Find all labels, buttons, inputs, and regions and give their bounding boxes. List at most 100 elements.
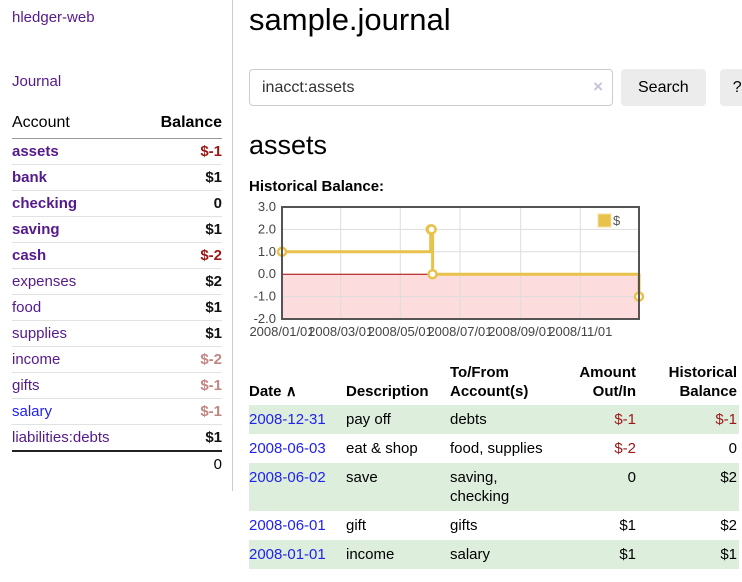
- account-row: gifts $-1: [12, 372, 222, 399]
- date-column-header: Date ∧: [249, 361, 346, 405]
- legend-label: $: [613, 213, 621, 228]
- description-cell: gift: [346, 517, 367, 534]
- search-form: × Search ?: [249, 69, 742, 106]
- sidebar-account-link-gifts[interactable]: gifts: [12, 377, 40, 394]
- balance-cell: $2: [720, 469, 737, 486]
- amount-cell: $-1: [614, 411, 636, 428]
- date-cell: 2008-06-03: [249, 434, 346, 463]
- account-balance: $-1: [140, 138, 222, 165]
- transaction-date-link[interactable]: 2008-06-02: [249, 469, 326, 486]
- transaction-row: 2008-01-01 income salary $1 $1: [249, 540, 739, 569]
- account-row: assets $-1: [12, 138, 222, 165]
- sidebar-account-link-checking[interactable]: checking: [12, 195, 78, 212]
- transaction-date-link[interactable]: 2008-01-01: [249, 546, 326, 563]
- app-layout: hledger-web Journal Account Balance asse…: [0, 0, 742, 569]
- app-title-link[interactable]: hledger-web: [12, 9, 95, 26]
- amount-cell: $1: [619, 517, 636, 534]
- sidebar-account-link-salary[interactable]: salary: [12, 403, 53, 420]
- balance-cell: 0: [728, 440, 737, 457]
- account-balance: $1: [140, 294, 222, 321]
- account-row: cash $-2: [12, 242, 222, 269]
- sidebar-account-link-income[interactable]: income: [12, 351, 61, 368]
- sidebar: hledger-web Journal Account Balance asse…: [0, 0, 233, 491]
- y-tick-label: 2.0: [258, 221, 276, 236]
- data-point-marker: [427, 268, 438, 280]
- account-row: income $-2: [12, 346, 222, 373]
- account-balance: $1: [140, 320, 222, 347]
- account-heading: assets: [249, 130, 328, 160]
- total-balance: 0: [140, 450, 222, 477]
- y-tick-label: 3.0: [258, 199, 276, 214]
- accounts-cell: food, supplies: [450, 440, 543, 457]
- account-balance: $2: [140, 268, 222, 295]
- y-tick-label: -2.0: [254, 311, 276, 326]
- account-row: supplies $1: [12, 320, 222, 347]
- chart-title: Historical Balance:: [249, 178, 385, 195]
- search-box: ×: [249, 69, 613, 106]
- date-cell: 2008-12-31: [249, 405, 346, 434]
- accounts-cell: debts: [450, 411, 487, 428]
- transaction-date-link[interactable]: 2008-06-01: [249, 517, 326, 534]
- transactions-table: Date ∧ Description To/From Account(s) Am…: [249, 361, 739, 569]
- account-balance: $1: [140, 424, 222, 452]
- date-cell: 2008-01-01: [249, 540, 346, 569]
- transaction-row: 2008-12-31 pay off debts $-1 $-1: [249, 405, 739, 434]
- transaction-row: 2008-06-01 gift gifts $1 $2: [249, 511, 739, 540]
- sort-ascending-icon: ∧: [285, 383, 297, 400]
- sidebar-account-link-saving[interactable]: saving: [12, 221, 60, 238]
- account-balance: $-1: [140, 372, 222, 399]
- accounts-total-row: 0: [12, 450, 222, 477]
- x-tick-label: 2008/03/01: [308, 324, 373, 339]
- transaction-date-link[interactable]: 2008-12-31: [249, 411, 326, 428]
- account-row: liabilities:debts $1: [12, 424, 222, 452]
- amount-cell: $1: [619, 546, 636, 563]
- account-balance: 0: [140, 190, 222, 217]
- sidebar-account-link-expenses[interactable]: expenses: [12, 273, 77, 290]
- date-cell: 2008-06-01: [249, 511, 346, 540]
- sidebar-account-link-cash[interactable]: cash: [12, 247, 47, 264]
- x-tick-label: 2008/11/01: [548, 324, 612, 339]
- balance-cell: $-1: [715, 411, 737, 428]
- legend-swatch: [597, 213, 612, 228]
- account-row: food $1: [12, 294, 222, 321]
- amount-column-header: Amount Out/In: [579, 364, 636, 400]
- sidebar-account-link-assets[interactable]: assets: [12, 143, 59, 160]
- account-balance: $1: [140, 216, 222, 243]
- amount-cell: 0: [627, 469, 636, 486]
- x-tick-label: 2008/07/01: [427, 324, 492, 339]
- search-input[interactable]: [249, 69, 613, 106]
- sidebar-account-link-food[interactable]: food: [12, 299, 42, 316]
- accounts-header-row: Account Balance: [12, 112, 222, 139]
- amount-cell: $-2: [614, 440, 636, 457]
- historical-balance-chart: $3.0 2.0 1.0 0.0 -1.0 -2.0 2008/01/01 2008/03/0…: [249, 199, 742, 341]
- plot-border: [281, 206, 640, 320]
- description-column-header: Description: [346, 383, 429, 400]
- search-button[interactable]: Search: [621, 69, 706, 106]
- transactions-body: 2008-12-31 pay off debts $-1 $-1 2008-06-03 ea…: [249, 405, 739, 569]
- accounts-table: Account Balance assets $-1 bank $1 checking 0…: [12, 112, 222, 477]
- total-label-cell: [12, 450, 141, 477]
- account-row: expenses $2: [12, 268, 222, 295]
- sidebar-account-link-liabilities-debts[interactable]: liabilities:debts: [12, 429, 110, 446]
- transaction-date-link[interactable]: 2008-06-03: [249, 440, 326, 457]
- sidebar-account-link-supplies[interactable]: supplies: [12, 325, 68, 342]
- clear-search-icon[interactable]: ×: [593, 77, 603, 96]
- x-tick-label: 2008/05/01: [368, 324, 433, 339]
- sidebar-item-journal[interactable]: Journal: [12, 73, 62, 90]
- accounts-cell: saving, checking: [450, 469, 510, 505]
- y-tick-label: -1.0: [254, 289, 276, 304]
- accounts-cell: gifts: [450, 517, 478, 534]
- accounts-column-header: To/From Account(s): [450, 364, 529, 400]
- accounts-body: assets $-1 bank $1 checking 0 saving $1 cash $-2 e…: [12, 138, 222, 452]
- data-point-marker: [426, 224, 437, 235]
- account-column-header: Account: [12, 112, 141, 139]
- search-help-button[interactable]: ?: [719, 69, 742, 106]
- transaction-row: 2008-06-03 eat & shop food, supplies $-2 0: [249, 434, 739, 463]
- y-tick-label: 1.0: [258, 244, 276, 259]
- accounts-cell: salary: [450, 546, 491, 563]
- x-tick-label: 2008/09/01: [488, 324, 553, 339]
- balance-cell: $1: [720, 546, 737, 563]
- app-title: hledger-web: [12, 9, 222, 27]
- sidebar-account-link-bank[interactable]: bank: [12, 169, 48, 186]
- balance-cell: $2: [720, 517, 737, 534]
